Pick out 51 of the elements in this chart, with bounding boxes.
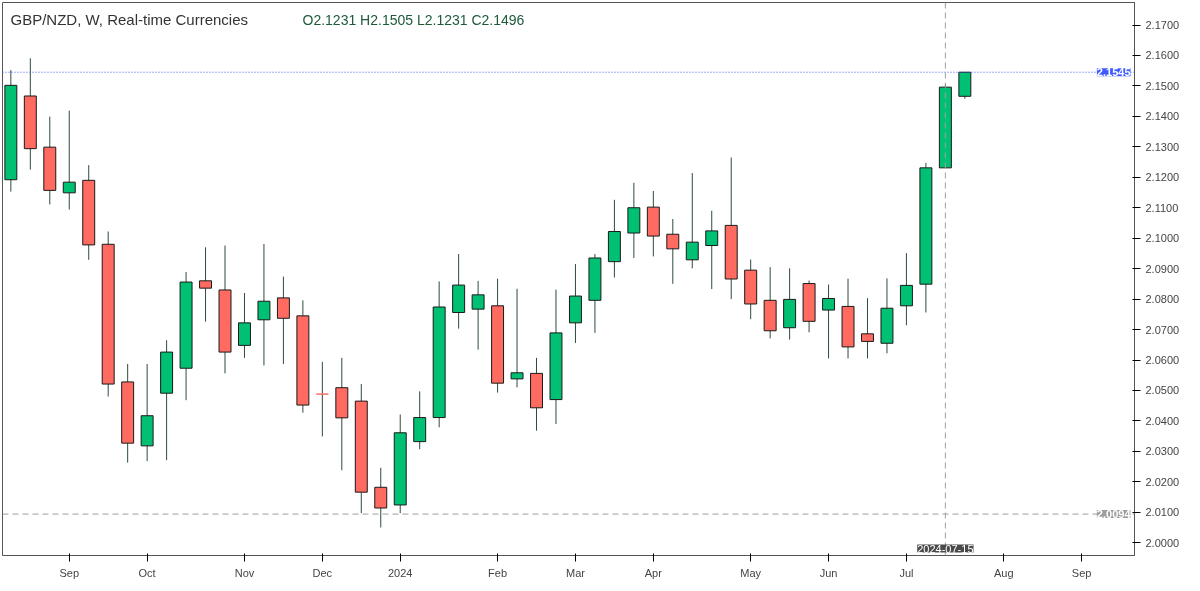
ref-line-label: 2.1545 <box>1096 66 1131 79</box>
candlestick <box>257 243 271 366</box>
y-tick-label: 2.0700 <box>1145 323 1180 336</box>
y-tick-label: 2.0600 <box>1145 354 1180 366</box>
candlestick <box>199 246 213 323</box>
x-tick-label: Oct <box>138 566 156 579</box>
candlestick <box>471 280 485 351</box>
x-tick-label: Jun <box>819 566 838 579</box>
x-tick-label: 2024 <box>387 566 413 579</box>
candlestick <box>899 252 913 326</box>
y-tick-label: 2.0900 <box>1145 262 1180 275</box>
candlestick <box>705 210 719 290</box>
candlestick <box>62 110 76 211</box>
text: O2.1231 H2.1505 L2.1231 C2.1496 <box>302 11 525 28</box>
x-tick-label: Sep <box>1071 566 1092 579</box>
y-tick-label: 2.1600 <box>1145 49 1180 62</box>
y-tick-label: 2.1700 <box>1145 19 1180 32</box>
y-tick-label: 2.0800 <box>1145 293 1180 306</box>
y-tick-label: 2.0400 <box>1145 414 1180 427</box>
candlestick <box>666 218 680 285</box>
candlestick <box>861 297 874 359</box>
ref-line-label: 2.0094 <box>1096 508 1132 521</box>
x-tick-label: Apr <box>644 566 663 579</box>
x-tick-label: Sep <box>59 566 80 579</box>
y-tick-label: 2.1400 <box>1145 110 1180 123</box>
y-tick-label: 2.1000 <box>1145 232 1180 245</box>
y-tick-label: 2.1100 <box>1145 201 1179 214</box>
x-tick-label: Aug <box>993 566 1014 579</box>
y-tick-label: 2.0500 <box>1145 384 1180 397</box>
y-tick-label: 2.0300 <box>1145 445 1180 458</box>
y-tick-label: 2.0000 <box>1145 536 1180 549</box>
ref-line-label: 2024-07-15 <box>917 542 974 555</box>
x-tick-label: Jul <box>899 566 914 579</box>
x-tick-label: Dec <box>312 566 333 579</box>
x-tick-label: May <box>740 566 762 579</box>
x-tick-label: Mar <box>565 566 586 579</box>
x-tick-label: Feb <box>488 566 508 579</box>
y-tick-label: 2.1300 <box>1145 140 1180 153</box>
text: GBP/NZD, W, Real-time Currencies <box>10 11 249 28</box>
y-tick-label: 2.1500 <box>1145 79 1180 92</box>
candlestick <box>276 276 290 365</box>
candlestick <box>685 172 699 269</box>
candlestick <box>822 283 836 359</box>
candlestick <box>315 361 329 437</box>
y-tick-label: 2.0200 <box>1145 475 1180 488</box>
y-tick-label: 2.1200 <box>1145 171 1180 184</box>
candlestick <box>374 467 388 528</box>
candlestick <box>510 288 524 388</box>
y-tick-label: 2.0100 <box>1145 506 1180 519</box>
x-tick-label: Nov <box>234 566 255 579</box>
candlestick <box>238 292 251 359</box>
